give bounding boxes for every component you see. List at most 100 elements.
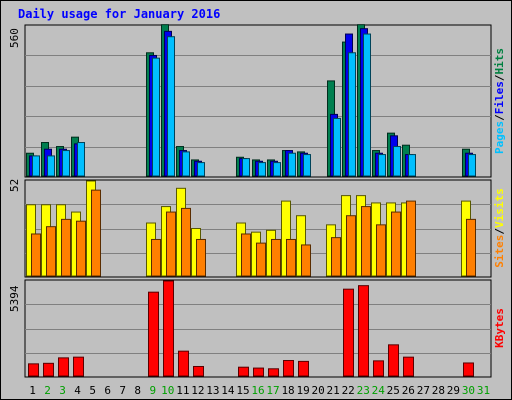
bar-sites-day-18 [286, 238, 296, 277]
bar-sites-day-17 [271, 238, 281, 277]
bar-pages-day-24 [378, 154, 386, 177]
bar-kbytes-day-11 [178, 350, 189, 377]
legend-separator: / [493, 114, 506, 121]
bar-sites-day-12 [196, 238, 206, 277]
bar-sites-day-25 [391, 211, 401, 277]
bar-kbytes-day-15 [238, 366, 249, 377]
legend-hits: Hits [493, 48, 506, 75]
bottom-y-tick-label: 5394 [8, 285, 21, 312]
x-tick-label-day-25: 25 [387, 384, 400, 397]
chart-title: Daily usage for January 2016 [18, 7, 220, 21]
bar-sites-day-26 [406, 200, 416, 277]
legend-files: Files [493, 81, 506, 114]
bar-sites-day-21 [331, 237, 341, 277]
x-tick-label-day-9: 9 [149, 384, 156, 397]
bar-pages-day-15 [242, 158, 250, 177]
bar-kbytes-day-30 [463, 362, 474, 377]
x-tick-label-day-7: 7 [119, 384, 126, 397]
x-tick-label-day-18: 18 [281, 384, 294, 397]
x-tick-label-day-20: 20 [312, 384, 325, 397]
bar-sites-day-3 [61, 218, 71, 277]
bar-kbytes-day-2 [43, 362, 54, 377]
bar-kbytes-day-9 [148, 291, 159, 377]
x-tick-label-day-1: 1 [29, 384, 36, 397]
bar-kbytes-day-17 [268, 368, 279, 377]
x-tick-label-day-21: 21 [327, 384, 340, 397]
bar-kbytes-day-24 [373, 360, 384, 377]
x-tick-label-day-3: 3 [59, 384, 66, 397]
bar-sites-day-16 [256, 242, 266, 277]
middle-y-tick-label: 52 [8, 179, 21, 192]
bar-pages-day-25 [393, 146, 401, 177]
bar-sites-day-24 [376, 224, 386, 277]
x-tick-label-day-11: 11 [176, 384, 189, 397]
x-tick-label-day-16: 16 [251, 384, 264, 397]
bar-pages-day-21 [333, 117, 341, 177]
bar-sites-day-5 [91, 189, 101, 277]
panel-frame-0 [24, 24, 492, 178]
bar-sites-day-30 [466, 218, 476, 277]
legend-kbytes: KBytes [493, 308, 506, 348]
legend-sites: Sites [493, 235, 506, 268]
bar-pages-day-22 [348, 52, 356, 177]
x-tick-label-day-30: 30 [462, 384, 475, 397]
x-tick-label-day-31: 31 [477, 384, 490, 397]
x-tick-label-day-14: 14 [221, 384, 235, 397]
bar-pages-day-23 [363, 33, 371, 177]
x-tick-label-day-13: 13 [206, 384, 219, 397]
bar-sites-day-1 [31, 233, 41, 277]
bar-kbytes-day-23 [358, 285, 369, 377]
bar-pages-day-10 [167, 36, 175, 177]
bar-pages-day-2 [47, 155, 55, 177]
bar-pages-day-1 [32, 155, 40, 177]
bar-sites-day-4 [76, 220, 86, 277]
legend-panel-1: Sites/Visits [493, 188, 506, 268]
bar-sites-day-22 [346, 215, 356, 277]
bar-pages-day-11 [182, 151, 190, 177]
bar-sites-day-23 [361, 206, 371, 277]
bar-kbytes-day-1 [28, 363, 39, 377]
bar-sites-day-11 [181, 207, 191, 277]
x-tick-label-day-10: 10 [161, 384, 174, 397]
x-tick-label-day-28: 28 [432, 384, 445, 397]
legend-separator: / [493, 74, 506, 81]
bar-kbytes-day-18 [283, 360, 294, 377]
bar-pages-day-3 [62, 150, 70, 177]
x-tick-label-day-29: 29 [447, 384, 460, 397]
x-tick-label-day-22: 22 [342, 384, 355, 397]
bar-pages-day-30 [468, 154, 476, 177]
x-tick-label-day-23: 23 [357, 384, 370, 397]
bar-pages-day-12 [197, 162, 205, 177]
bar-kbytes-day-26 [403, 356, 414, 377]
bar-sites-day-15 [241, 233, 251, 277]
x-tick-label-day-8: 8 [134, 384, 141, 397]
top-y-tick-label: 560 [8, 28, 21, 48]
x-tick-label-day-6: 6 [104, 384, 111, 397]
bar-sites-day-2 [46, 226, 56, 277]
x-tick-label-day-27: 27 [417, 384, 430, 397]
bar-kbytes-day-16 [253, 367, 264, 377]
x-tick-label-day-12: 12 [191, 384, 204, 397]
x-tick-label-day-4: 4 [74, 384, 81, 397]
x-tick-label-day-26: 26 [402, 384, 415, 397]
x-tick-label-day-2: 2 [44, 384, 51, 397]
bar-kbytes-day-22 [343, 288, 354, 377]
bar-pages-day-17 [273, 162, 281, 177]
legend-panel-2: KBytes [493, 308, 506, 348]
legend-separator: / [493, 228, 506, 235]
x-tick-label-day-24: 24 [372, 384, 386, 397]
bar-kbytes-day-3 [58, 357, 69, 377]
bar-pages-day-16 [258, 162, 266, 177]
panel-frame-1 [24, 179, 492, 278]
bar-kbytes-day-4 [73, 356, 84, 377]
bar-sites-day-19 [301, 244, 311, 277]
bar-sites-day-9 [151, 238, 161, 277]
bar-pages-day-4 [77, 142, 85, 177]
bar-pages-day-26 [408, 154, 416, 177]
x-tick-label-day-17: 17 [266, 384, 279, 397]
bar-pages-day-19 [303, 154, 311, 177]
x-tick-label-day-5: 5 [89, 384, 96, 397]
bar-pages-day-18 [288, 152, 296, 177]
